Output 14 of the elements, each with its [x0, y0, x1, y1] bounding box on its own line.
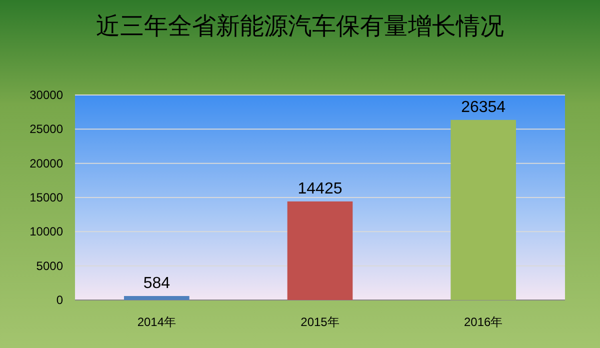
y-tick-label: 10000	[30, 224, 64, 239]
chart-title: 近三年全省新能源汽车保有量增长情况	[96, 13, 504, 40]
data-label: 14425	[298, 180, 342, 198]
y-tick-label: 5000	[36, 258, 64, 273]
data-label: 26354	[461, 98, 506, 116]
y-tick-label: 0	[56, 293, 64, 307]
x-tick-label: 2015年	[300, 315, 340, 329]
y-tick-label: 15000	[30, 190, 64, 204]
data-label: 584	[143, 275, 170, 292]
x-tick-label: 2016年	[464, 315, 503, 329]
y-tick-label: 30000	[30, 88, 64, 102]
y-tick-label: 25000	[30, 122, 64, 136]
x-tick-label: 2014年	[137, 315, 176, 329]
y-tick-label: 20000	[30, 156, 64, 170]
